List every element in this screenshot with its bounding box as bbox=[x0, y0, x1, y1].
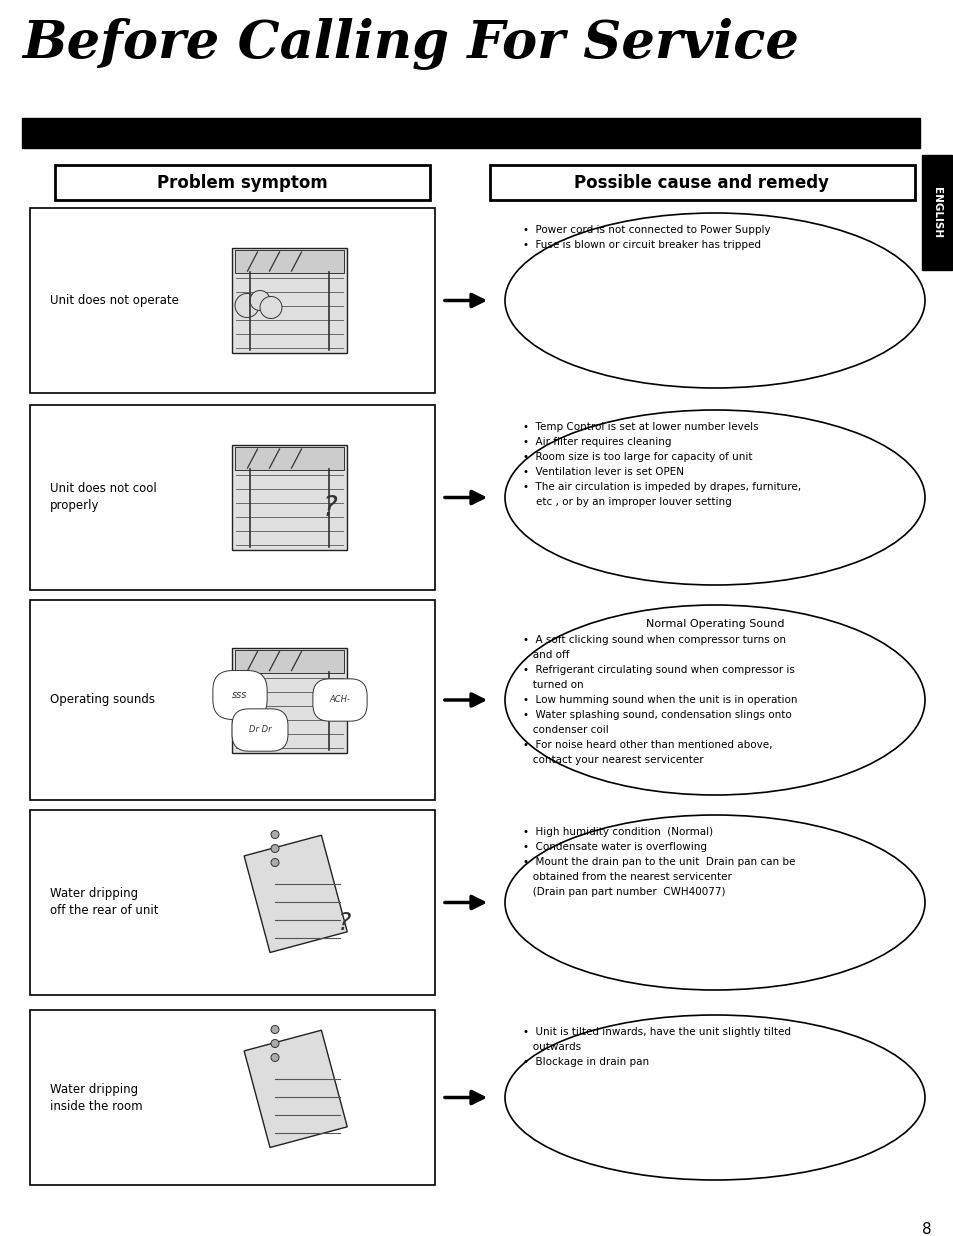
Text: turned on: turned on bbox=[522, 680, 583, 690]
Text: Normal Operating Sound: Normal Operating Sound bbox=[645, 619, 783, 629]
Text: •  Blockage in drain pan: • Blockage in drain pan bbox=[522, 1057, 648, 1067]
Text: ?: ? bbox=[338, 911, 352, 934]
Text: condenser coil: condenser coil bbox=[522, 726, 608, 735]
Circle shape bbox=[271, 831, 278, 838]
Text: •  Temp Control is set at lower number levels: • Temp Control is set at lower number le… bbox=[522, 421, 758, 433]
Circle shape bbox=[271, 1053, 278, 1062]
Text: Water dripping
off the rear of unit: Water dripping off the rear of unit bbox=[50, 887, 158, 917]
Text: contact your nearest servicenter: contact your nearest servicenter bbox=[522, 755, 703, 765]
Ellipse shape bbox=[504, 815, 924, 990]
Text: •  High humidity condition  (Normal): • High humidity condition (Normal) bbox=[522, 827, 713, 837]
Circle shape bbox=[260, 297, 282, 319]
Circle shape bbox=[271, 1026, 278, 1033]
Text: and off: and off bbox=[522, 650, 569, 660]
Bar bbox=[921, 154, 951, 269]
Circle shape bbox=[234, 293, 258, 318]
Text: •  Air filter requires cleaning: • Air filter requires cleaning bbox=[522, 438, 671, 447]
Bar bbox=[233, 648, 347, 753]
Bar bbox=[244, 836, 347, 953]
Text: •  Condensate water is overflowing: • Condensate water is overflowing bbox=[522, 842, 706, 852]
Ellipse shape bbox=[504, 410, 924, 585]
Text: •  A soft clicking sound when compressor turns on: • A soft clicking sound when compressor … bbox=[522, 635, 785, 645]
Text: •  Mount the drain pan to the unit  Drain pan can be: • Mount the drain pan to the unit Drain … bbox=[522, 857, 795, 866]
Bar bbox=[235, 447, 344, 470]
Text: Unit does not operate: Unit does not operate bbox=[50, 294, 179, 307]
Bar bbox=[22, 117, 919, 148]
Bar bbox=[233, 248, 347, 353]
Text: ACH-: ACH- bbox=[329, 696, 350, 705]
Text: •  The air circulation is impeded by drapes, furniture,: • The air circulation is impeded by drap… bbox=[522, 482, 801, 492]
Text: obtained from the nearest servicenter: obtained from the nearest servicenter bbox=[522, 873, 731, 883]
Bar bbox=[30, 405, 435, 590]
Text: ENGLISH: ENGLISH bbox=[931, 188, 941, 239]
Circle shape bbox=[271, 859, 278, 866]
Circle shape bbox=[271, 844, 278, 853]
Bar bbox=[235, 649, 344, 672]
Text: Unit does not cool
properly: Unit does not cool properly bbox=[50, 482, 156, 513]
Text: Water dripping
inside the room: Water dripping inside the room bbox=[50, 1083, 143, 1112]
Text: Dr Dr: Dr Dr bbox=[249, 726, 271, 734]
Text: etc , or by an improper louver setting: etc , or by an improper louver setting bbox=[522, 497, 731, 507]
Ellipse shape bbox=[504, 1015, 924, 1180]
Text: •  Power cord is not connected to Power Supply: • Power cord is not connected to Power S… bbox=[522, 225, 770, 235]
Text: ?: ? bbox=[322, 493, 337, 522]
Ellipse shape bbox=[504, 604, 924, 795]
Text: •  Water splashing sound, condensation slings onto: • Water splashing sound, condensation sl… bbox=[522, 709, 791, 721]
Text: (Drain pan part number  CWH40077): (Drain pan part number CWH40077) bbox=[522, 887, 724, 897]
Text: Problem symptom: Problem symptom bbox=[156, 174, 327, 192]
Bar bbox=[30, 810, 435, 995]
Text: •  For noise heard other than mentioned above,: • For noise heard other than mentioned a… bbox=[522, 740, 772, 750]
Text: outwards: outwards bbox=[522, 1042, 580, 1052]
Bar bbox=[55, 164, 430, 200]
Text: •  Room size is too large for capacity of unit: • Room size is too large for capacity of… bbox=[522, 452, 752, 462]
Text: •  Ventilation lever is set OPEN: • Ventilation lever is set OPEN bbox=[522, 467, 683, 477]
Circle shape bbox=[250, 290, 270, 310]
Text: Operating sounds: Operating sounds bbox=[50, 693, 154, 707]
Bar bbox=[30, 208, 435, 393]
Circle shape bbox=[271, 1039, 278, 1047]
Bar bbox=[233, 445, 347, 550]
Ellipse shape bbox=[504, 213, 924, 388]
Bar bbox=[490, 164, 914, 200]
Bar bbox=[30, 599, 435, 800]
Text: Before Calling For Service: Before Calling For Service bbox=[22, 19, 798, 70]
Text: sss: sss bbox=[233, 690, 248, 700]
Text: 8: 8 bbox=[922, 1222, 931, 1236]
Text: •  Refrigerant circulating sound when compressor is: • Refrigerant circulating sound when com… bbox=[522, 665, 794, 675]
Bar bbox=[235, 250, 344, 273]
Bar bbox=[30, 1010, 435, 1185]
Text: Possible cause and remedy: Possible cause and remedy bbox=[574, 174, 828, 192]
Bar bbox=[244, 1030, 347, 1147]
Text: •  Fuse is blown or circuit breaker has tripped: • Fuse is blown or circuit breaker has t… bbox=[522, 240, 760, 250]
Text: •  Low humming sound when the unit is in operation: • Low humming sound when the unit is in … bbox=[522, 695, 797, 705]
Text: •  Unit is tilted inwards, have the unit slightly tilted: • Unit is tilted inwards, have the unit … bbox=[522, 1027, 790, 1037]
